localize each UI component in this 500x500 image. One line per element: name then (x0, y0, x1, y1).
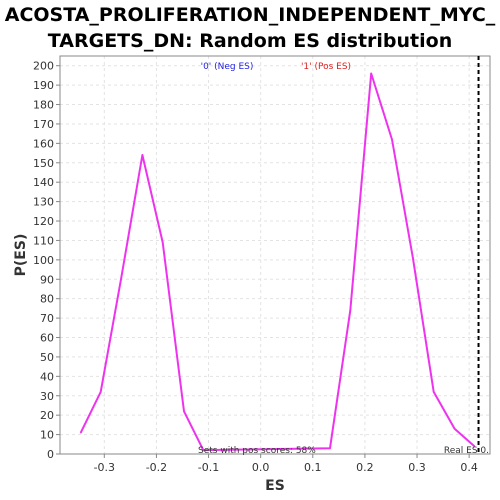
x-tick-label: 0.3 (408, 461, 426, 474)
y-tick-label: 20 (40, 409, 54, 422)
plot-area (59, 55, 491, 455)
x-tick-label: 0.0 (252, 461, 270, 474)
data-point (120, 278, 122, 281)
chart-title-line-1: ACOSTA_PROLIFERATION_INDEPENDENT_MYC_ (4, 4, 496, 26)
y-tick-label: 140 (33, 176, 54, 189)
y-tick-label: 90 (40, 273, 54, 286)
x-axis: -0.3 -0.2 -0.1 0.0 0.1 0.2 0.3 0.4 (94, 454, 478, 474)
data-point (432, 391, 435, 393)
y-tick-label: 100 (33, 254, 54, 267)
y-tick-label: 40 (40, 370, 54, 383)
grid (60, 56, 490, 455)
y-axis-label: P(ES) (13, 234, 29, 277)
data-point (391, 138, 393, 141)
y-tick-label: 150 (33, 157, 54, 170)
y-tick-label: 180 (33, 99, 54, 112)
data-point (183, 410, 185, 413)
legend-neg-es: '0' (Neg ES) (201, 62, 254, 72)
data-point (453, 427, 456, 430)
y-tick-label: 80 (40, 293, 54, 306)
series (79, 72, 476, 452)
x-tick-label: -0.2 (146, 461, 167, 474)
pos-scores-annotation: Sets with pos scores: 58% (198, 446, 316, 456)
x-axis-label: ES (265, 478, 285, 494)
series-line (79, 72, 476, 452)
data-point (473, 445, 476, 448)
y-tick-label: 130 (33, 196, 54, 209)
y-tick-label: 120 (33, 215, 54, 228)
data-point (370, 72, 372, 75)
x-tick-label: 0.4 (460, 461, 478, 474)
chart-title-line-2: TARGETS_DN: Random ES distribution (47, 30, 453, 52)
data-point (349, 309, 352, 312)
chart-title: ACOSTA_PROLIFERATION_INDEPENDENT_MYC_ TA… (0, 2, 500, 54)
y-tick-label: 30 (40, 390, 54, 403)
data-point (202, 449, 205, 451)
legend-pos-es: '1' (Pos ES) (301, 62, 351, 72)
y-tick-label: 190 (33, 79, 54, 92)
x-tick-label: -0.1 (198, 461, 219, 474)
y-axis: 0 10 20 30 40 50 60 70 80 90 100 110 120 130 140 150 160… (33, 60, 60, 461)
y-tick-label: 70 (40, 312, 54, 325)
y-tick-label: 50 (40, 351, 54, 364)
data-point (161, 241, 164, 244)
x-tick-label: 0.1 (304, 461, 322, 474)
y-tick-label: 0 (47, 448, 54, 461)
x-tick-label: -0.3 (94, 461, 115, 474)
data-point (80, 431, 82, 434)
y-tick-label: 200 (33, 60, 54, 73)
data-point (329, 447, 331, 449)
data-point (141, 154, 144, 156)
y-tick-label: 160 (33, 137, 54, 150)
real-es-annotation: Real ES 0. (444, 446, 489, 456)
y-tick-label: 170 (33, 118, 54, 131)
y-tick-label: 60 (40, 332, 54, 345)
data-point (99, 391, 102, 393)
x-tick-label: 0.2 (356, 461, 374, 474)
y-tick-label: 110 (33, 234, 54, 247)
y-tick-label: 10 (40, 429, 54, 442)
data-point (412, 257, 414, 259)
